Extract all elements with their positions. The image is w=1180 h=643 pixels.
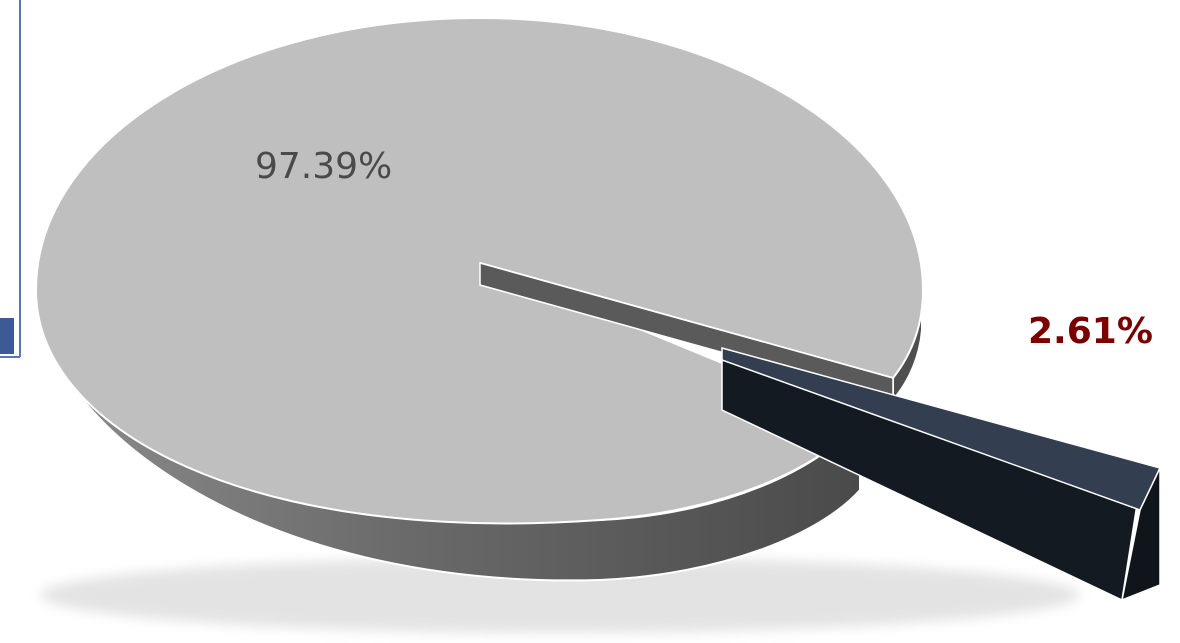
slice-minor <box>721 347 1162 602</box>
cropped-frame <box>0 0 21 358</box>
data-label-minor: 2.61% <box>1028 311 1153 352</box>
data-label-major: 97.39% <box>255 146 392 187</box>
slice-minor-end <box>1120 467 1161 602</box>
pie-shadow <box>40 557 1080 633</box>
